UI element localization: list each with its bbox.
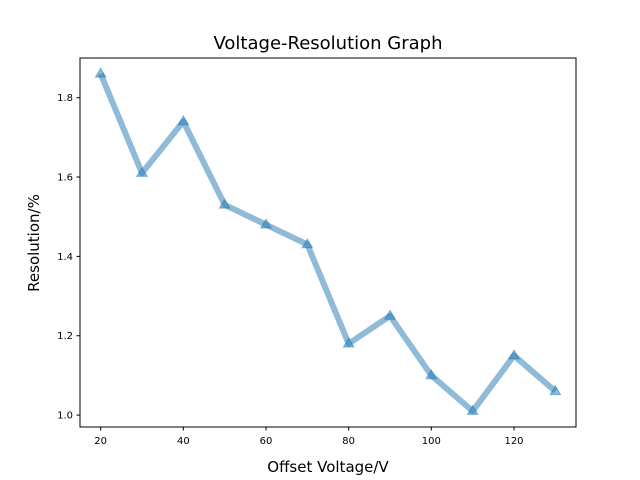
series-line	[97, 72, 558, 415]
data-point-marker	[507, 349, 521, 360]
data-point-marker	[259, 218, 273, 229]
x-tick-label: 20	[94, 436, 107, 447]
x-tick-label: 100	[422, 436, 441, 447]
axis-ticks: 20 40 60 80 100 120 1.0 1.2 1.4 1.6 1.8	[57, 93, 523, 447]
data-point-marker	[383, 309, 397, 320]
y-tick-label: 1.6	[57, 173, 73, 184]
x-tick-label: 40	[177, 436, 190, 447]
x-tick-label: 60	[260, 436, 273, 447]
x-axis-title: Offset Voltage/V	[267, 458, 389, 476]
data-point-marker	[466, 404, 479, 415]
data-point-marker	[177, 115, 190, 126]
data-point-marker	[342, 337, 355, 348]
y-tick-label: 1.2	[57, 331, 73, 342]
data-point-marker	[218, 198, 231, 209]
data-point-marker	[549, 384, 562, 396]
y-tick-label: 1.0	[57, 411, 73, 422]
series-layer	[94, 67, 562, 415]
chart-title: Voltage-Resolution Graph	[214, 33, 443, 54]
y-tick-label: 1.4	[57, 252, 73, 263]
data-point-marker	[425, 368, 438, 380]
x-tick-label: 80	[342, 436, 355, 447]
x-tick-label: 120	[504, 436, 523, 447]
data-point-marker	[135, 166, 149, 177]
data-point-marker	[301, 238, 314, 249]
data-point-marker	[94, 67, 107, 78]
y-axis-title: Resolution/%	[25, 194, 43, 292]
plot-frame	[79, 57, 577, 428]
y-tick-label: 1.8	[57, 93, 73, 104]
